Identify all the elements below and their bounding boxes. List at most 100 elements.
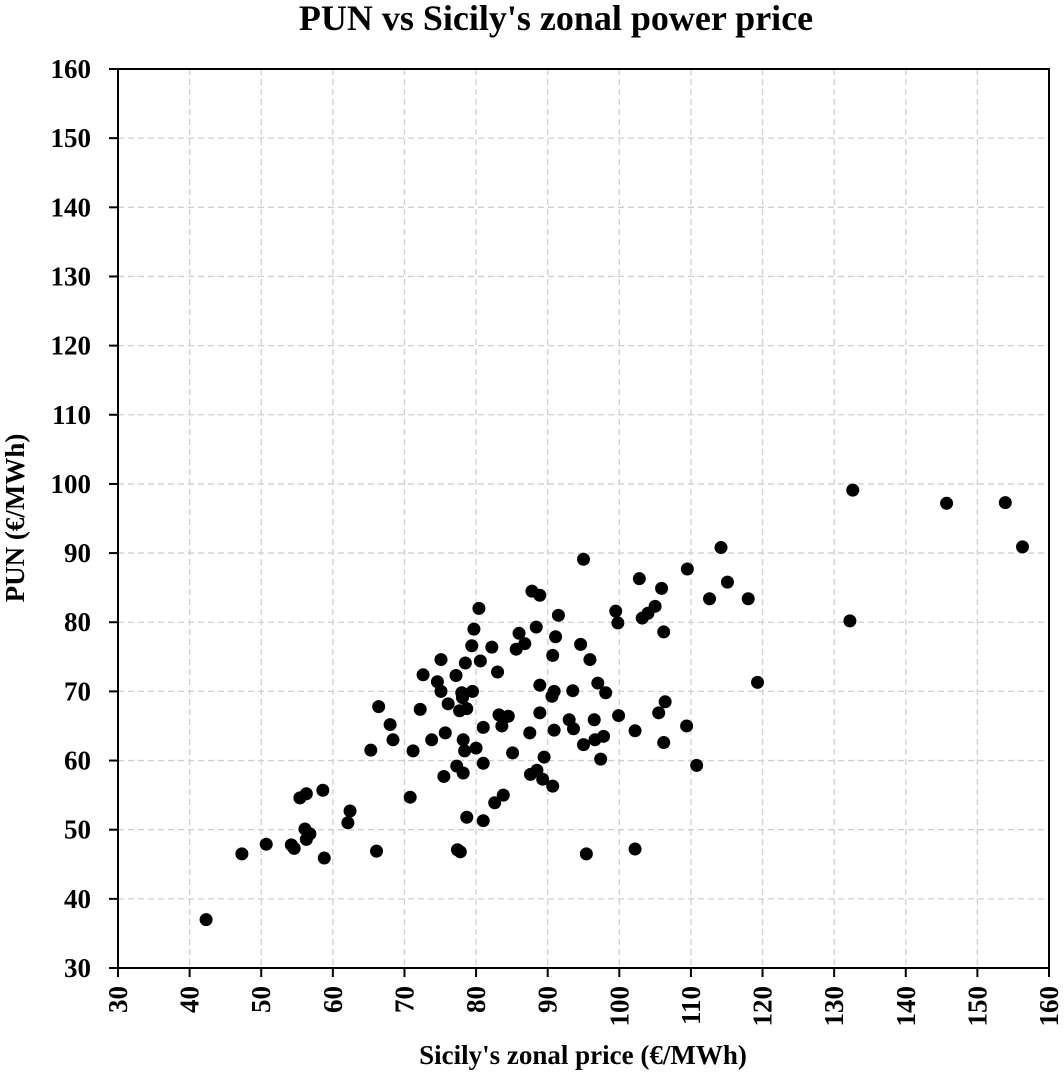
data-point bbox=[591, 676, 605, 690]
x-axis-label: Sicily's zonal price (€/MWh) bbox=[419, 1040, 747, 1070]
data-point bbox=[533, 706, 547, 720]
x-tick-label: 30 bbox=[103, 986, 133, 1013]
data-point bbox=[536, 772, 550, 786]
y-tick-label: 70 bbox=[64, 676, 91, 706]
data-point bbox=[714, 541, 728, 555]
data-point bbox=[846, 483, 860, 497]
data-point bbox=[488, 796, 502, 810]
x-tick-label: 160 bbox=[1034, 986, 1064, 1027]
data-point bbox=[460, 810, 474, 824]
data-point bbox=[372, 700, 386, 714]
data-point bbox=[551, 608, 565, 622]
data-point bbox=[403, 790, 417, 804]
chart-title: PUN vs Sicily's zonal power price bbox=[299, 0, 813, 38]
data-point bbox=[579, 847, 593, 861]
data-point bbox=[476, 756, 490, 770]
x-axis-ticks: 30 40 50 60 70 80 90 100 110 120 130 140 150 160 bbox=[103, 968, 1064, 1027]
y-tick-label: 60 bbox=[64, 746, 91, 776]
data-point bbox=[370, 844, 384, 858]
data-point bbox=[628, 724, 642, 738]
y-tick-label: 100 bbox=[51, 469, 92, 499]
data-point bbox=[587, 713, 601, 727]
data-point bbox=[509, 642, 523, 656]
data-point bbox=[529, 620, 543, 634]
data-point bbox=[611, 616, 625, 630]
data-point bbox=[545, 689, 559, 703]
x-tick-label: 110 bbox=[676, 986, 706, 1025]
x-tick-label: 150 bbox=[962, 986, 992, 1027]
data-point bbox=[465, 639, 479, 653]
data-point bbox=[299, 832, 313, 846]
data-point bbox=[549, 630, 563, 644]
x-tick-label: 130 bbox=[819, 986, 849, 1027]
data-point bbox=[383, 718, 397, 732]
data-point bbox=[235, 847, 249, 861]
data-point bbox=[449, 668, 463, 682]
data-point bbox=[425, 733, 439, 747]
data-point bbox=[469, 741, 483, 755]
data-point bbox=[495, 719, 509, 733]
y-tick-label: 140 bbox=[51, 192, 92, 222]
grid bbox=[118, 69, 1049, 968]
data-point bbox=[438, 726, 452, 740]
x-tick-label: 90 bbox=[533, 986, 563, 1013]
data-point bbox=[609, 604, 623, 618]
data-point bbox=[456, 733, 470, 747]
data-point bbox=[583, 653, 597, 667]
data-point bbox=[413, 702, 427, 716]
data-point bbox=[441, 697, 455, 711]
y-tick-label: 50 bbox=[64, 815, 91, 845]
data-point bbox=[628, 842, 642, 856]
data-point bbox=[612, 709, 626, 723]
data-point bbox=[287, 841, 301, 855]
data-point bbox=[259, 837, 273, 851]
data-point bbox=[566, 722, 580, 736]
data-point bbox=[597, 729, 611, 743]
y-axis-ticks: 30 40 50 60 70 80 90 100 110 120 130 140 150 160 bbox=[51, 54, 118, 983]
data-point bbox=[658, 695, 672, 709]
data-point bbox=[655, 581, 669, 595]
data-point bbox=[467, 622, 481, 636]
plot-frame bbox=[117, 68, 1050, 969]
y-tick-label: 150 bbox=[51, 123, 92, 153]
data-point bbox=[632, 572, 646, 586]
data-point bbox=[455, 691, 469, 705]
x-tick-label: 60 bbox=[318, 986, 348, 1013]
data-point bbox=[343, 804, 357, 818]
y-tick-label: 130 bbox=[51, 261, 92, 291]
data-point bbox=[690, 758, 704, 772]
data-point bbox=[680, 719, 694, 733]
data-point bbox=[491, 665, 505, 679]
data-point bbox=[657, 625, 671, 639]
data-point bbox=[1016, 540, 1030, 554]
x-tick-label: 80 bbox=[461, 986, 491, 1013]
data-point bbox=[465, 684, 479, 698]
x-tick-label: 70 bbox=[389, 986, 419, 1013]
data-point bbox=[599, 686, 613, 700]
data-point bbox=[460, 702, 474, 716]
data-point bbox=[547, 723, 561, 737]
x-tick-label: 100 bbox=[604, 986, 634, 1027]
data-point bbox=[299, 787, 313, 801]
x-tick-label: 140 bbox=[891, 986, 921, 1027]
data-point bbox=[506, 746, 520, 760]
data-point bbox=[485, 640, 499, 654]
data-point bbox=[577, 552, 590, 566]
data-point bbox=[998, 496, 1012, 510]
data-point bbox=[577, 738, 590, 752]
data-points bbox=[199, 483, 1030, 927]
data-point bbox=[574, 637, 588, 651]
data-point bbox=[472, 601, 486, 615]
data-point bbox=[533, 588, 547, 602]
x-tick-label: 120 bbox=[748, 986, 778, 1027]
y-tick-label: 40 bbox=[64, 884, 91, 914]
y-tick-label: 90 bbox=[64, 538, 91, 568]
data-point bbox=[476, 814, 490, 828]
data-point bbox=[652, 706, 666, 720]
data-point bbox=[406, 744, 420, 758]
data-point bbox=[501, 709, 515, 723]
data-point bbox=[416, 668, 430, 682]
data-point bbox=[657, 736, 671, 750]
data-point bbox=[566, 684, 580, 698]
